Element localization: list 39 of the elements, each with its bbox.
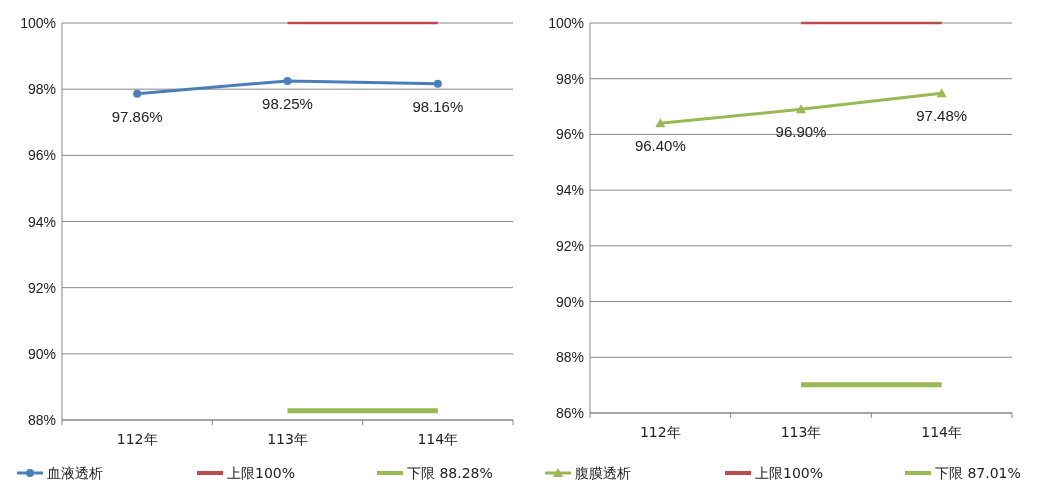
point bbox=[936, 88, 947, 98]
x-tick-label: 112年 bbox=[639, 424, 681, 440]
data-label: 97.86% bbox=[111, 107, 163, 125]
x-tick-label: 114年 bbox=[921, 424, 963, 440]
legend-label: 上限100% bbox=[755, 465, 824, 481]
y-tick-label: 94% bbox=[555, 182, 584, 199]
data-label: 98.16% bbox=[412, 97, 464, 115]
x-tick-label: 113年 bbox=[267, 431, 308, 447]
x-tick-label: 113年 bbox=[780, 424, 822, 440]
y-tick-label: 100% bbox=[20, 15, 56, 31]
point bbox=[433, 79, 442, 88]
data-label: 96.40% bbox=[634, 137, 686, 155]
legend-label: 上限100% bbox=[227, 465, 296, 481]
y-tick-label: 96% bbox=[555, 126, 584, 143]
y-tick-label: 92% bbox=[27, 279, 56, 296]
y-tick-label: 88% bbox=[27, 412, 56, 428]
point bbox=[796, 104, 806, 114]
y-tick-label: 94% bbox=[27, 213, 56, 230]
y-tick-label: 98% bbox=[27, 81, 56, 98]
data-label: 98.25% bbox=[262, 94, 313, 112]
data-label: 97.48% bbox=[916, 107, 968, 125]
y-tick-label: 86% bbox=[555, 405, 584, 421]
y-tick-label: 90% bbox=[555, 293, 584, 310]
legend-label: 下限 87.01% bbox=[935, 465, 1021, 481]
point bbox=[655, 118, 666, 128]
y-tick-label: 100% bbox=[548, 15, 584, 31]
y-tick-label: 98% bbox=[555, 70, 584, 87]
y-tick-label: 92% bbox=[555, 237, 584, 254]
legend-label: 下限 88.28% bbox=[407, 465, 493, 481]
legend-label: 腹膜透析 bbox=[575, 465, 631, 481]
x-tick-label: 112年 bbox=[116, 431, 158, 447]
point bbox=[283, 76, 292, 85]
y-tick-label: 96% bbox=[27, 147, 56, 164]
point bbox=[133, 89, 142, 98]
legend-label: 血液透析 bbox=[47, 465, 103, 481]
data-label: 96.90% bbox=[775, 123, 827, 141]
x-tick-label: 114年 bbox=[417, 431, 459, 447]
y-tick-label: 88% bbox=[555, 349, 584, 366]
y-tick-label: 90% bbox=[27, 345, 56, 362]
